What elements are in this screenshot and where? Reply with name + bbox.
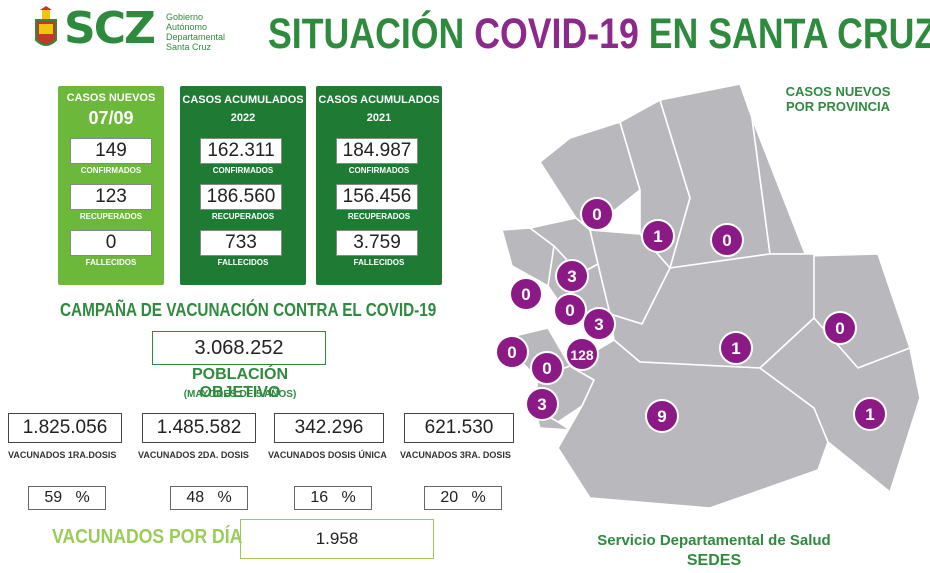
new-deaths-label: FALLECIDOS (85, 258, 137, 267)
province-bubble-value: 1 (653, 227, 662, 246)
province-bubble (509, 277, 543, 311)
province-bubble (710, 223, 744, 257)
dose3-label: VACUNADOS 3RA. DOSIS (400, 450, 511, 460)
cumulative-2022-panel: CASOS ACUMULADOS 2022 162.311 CONFIRMADO… (180, 86, 306, 285)
cum-2021-deaths-label: FALLECIDOS (353, 258, 405, 267)
cum-2021-confirmed-value: 184.987 (336, 138, 418, 164)
logo-subtitle: Gobierno Autónomo Departamental Santa Cr… (166, 12, 226, 52)
cum-2022-confirmed-label: CONFIRMADOS (212, 166, 274, 175)
new-recovered-value: 123 (70, 184, 152, 210)
province-bubble-value: 0 (542, 359, 551, 378)
cumulative-2021-panel: CASOS ACUMULADOS 2021 184.987 CONFIRMADO… (316, 86, 442, 285)
province-bubble-value: 3 (537, 395, 546, 414)
dose2-label: VACUNADOS 2DA. DOSIS (138, 450, 249, 460)
province-bubble (565, 337, 599, 371)
province-bubble-value: 0 (592, 205, 601, 224)
province-bubble (580, 197, 614, 231)
vaccination-campaign-title: CAMPAÑA DE VACUNACIÓN CONTRA EL COVID-19 (60, 300, 437, 320)
cum-2021-confirmed-label: CONFIRMADOS (348, 166, 410, 175)
target-population-value: 3.068.252 (152, 331, 326, 365)
dose3-percent: 20 % (424, 486, 502, 510)
province-bubble (555, 259, 589, 293)
dose3-value: 621.530 (404, 413, 514, 443)
province-bubble-value: 3 (594, 315, 603, 334)
province-bubble-value: 0 (565, 301, 574, 320)
dose1-percent: 59 % (28, 486, 106, 510)
logo-text: SCZ (64, 3, 156, 54)
single-dose-percent: 16 % (294, 486, 372, 510)
single-dose-value: 342.296 (274, 413, 384, 443)
footer-line1: Servicio Departamental de Salud (597, 532, 831, 549)
cum-2022-title: CASOS ACUMULADOS (182, 94, 304, 106)
province-bubble-value: 3 (567, 267, 576, 286)
new-cases-date: 07/09 (88, 108, 134, 128)
province-bubble (641, 219, 675, 253)
footer-line2: SEDES (686, 552, 742, 569)
dose2-value: 1.485.582 (142, 413, 256, 443)
province-bubble (530, 351, 564, 385)
province-map (497, 83, 921, 509)
region-southeast (759, 317, 921, 493)
coat-of-arms-icon (35, 6, 57, 46)
cum-2022-deaths-value: 733 (200, 230, 282, 256)
cum-2022-deaths-label: FALLECIDOS (217, 258, 269, 267)
per-day-value: 1.958 (240, 519, 434, 559)
cum-2021-deaths-value: 3.759 (336, 230, 418, 256)
map-title: CASOS NUEVOS POR PROVINCIA (785, 84, 891, 114)
province-bubble (525, 387, 559, 421)
province-bubble (495, 335, 529, 369)
dose1-label: VACUNADOS 1RA.DOSIS (8, 450, 117, 460)
province-bubble (853, 397, 887, 431)
dose1-value: 1.825.056 (8, 413, 122, 443)
province-bubble-value: 128 (570, 347, 594, 363)
province-bubble-value: 0 (507, 343, 516, 362)
cum-2021-title: CASOS ACUMULADOS (318, 94, 440, 106)
province-bubble-value: 0 (835, 319, 844, 338)
province-bubble-value: 0 (521, 285, 530, 304)
new-cases-panel: CASOS NUEVOS 07/09 149 CONFIRMADOS 123 R… (58, 86, 164, 285)
new-recovered-label: RECUPERADOS (79, 212, 143, 221)
province-bubble (645, 399, 679, 433)
province-bubble-value: 9 (657, 407, 666, 426)
province-bubbles: 0 1 0 3 0 0 3 0 128 0 1 0 3 9 1 (495, 197, 887, 433)
cum-2022-year: 2022 (230, 112, 256, 124)
province-bubble-value: 0 (722, 231, 731, 250)
province-bubble (582, 307, 616, 341)
cum-2021-recovered-label: RECUPERADOS (347, 212, 411, 221)
dose2-percent: 48 % (170, 486, 248, 510)
new-confirmed-label: CONFIRMADOS (80, 166, 142, 175)
page-title: SITUACIÓN COVID-19 EN SANTA CRUZ (268, 10, 930, 58)
new-cases-title: CASOS NUEVOS (66, 92, 156, 104)
target-population-label: POBLACIÓN OBJETIVO (192, 366, 288, 401)
province-bubble (553, 293, 587, 327)
single-dose-label: VACUNADOS DOSIS ÚNICA (268, 450, 387, 460)
province-bubble (719, 331, 753, 365)
cum-2022-recovered-label: RECUPERADOS (211, 212, 275, 221)
new-deaths-value: 0 (70, 230, 152, 256)
province-bubble (823, 311, 857, 345)
cum-2021-recovered-value: 156.456 (336, 184, 418, 210)
cum-2022-confirmed-value: 162.311 (200, 138, 282, 164)
per-day-label: VACUNADOS POR DÍA (52, 526, 243, 548)
new-confirmed-value: 149 (70, 138, 152, 164)
cum-2021-year: 2021 (366, 112, 392, 124)
cum-2022-recovered-value: 186.560 (200, 184, 282, 210)
region-south-large (557, 339, 829, 509)
province-bubble-value: 1 (865, 405, 874, 424)
target-population-sub: (MAYORES DE 5 AÑOS) (183, 389, 297, 400)
province-bubble-value: 1 (731, 339, 740, 358)
